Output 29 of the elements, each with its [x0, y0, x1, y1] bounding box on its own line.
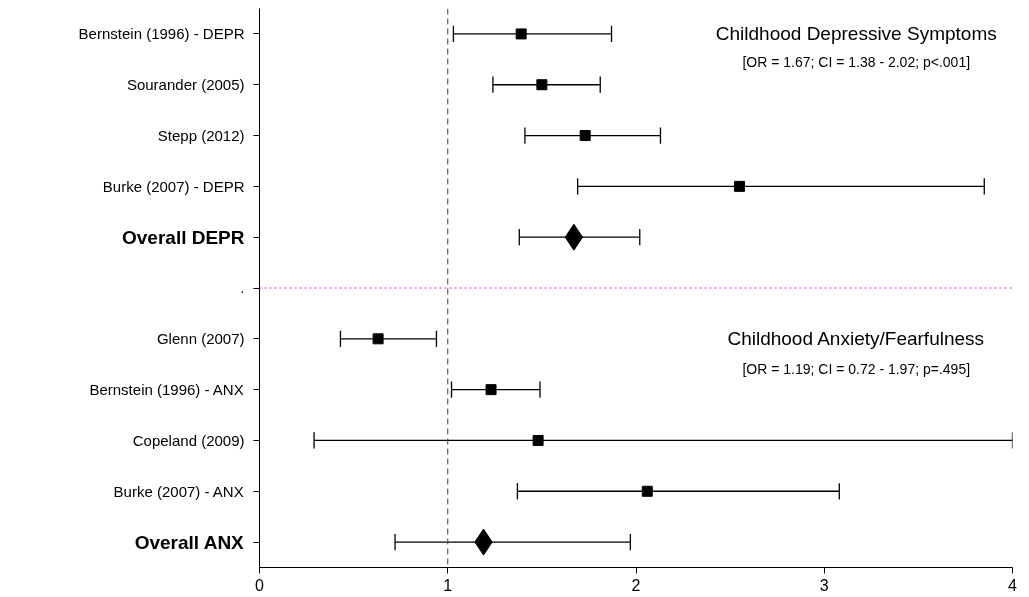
y-tick-label: Copeland (2009)	[132, 431, 245, 449]
y-tick-label: Burke (2007) - ANX	[113, 482, 244, 500]
x-tick-label: 4	[1008, 576, 1018, 594]
point	[515, 28, 527, 40]
annotation: [OR = 1.19; CI = 0.72 - 1.97; p=.495]	[742, 361, 971, 378]
y-tick-label: Sourander (2005)	[126, 76, 245, 94]
x-tick-label: 1	[443, 576, 453, 594]
annotation: Childhood Depressive Symptoms	[715, 23, 997, 45]
point	[564, 223, 584, 251]
x-tick-label: 3	[819, 576, 829, 594]
point	[734, 180, 746, 192]
x-tick-label: 2	[631, 576, 641, 594]
point	[579, 130, 591, 142]
point	[641, 485, 653, 497]
x-tick-label: 0	[255, 576, 265, 594]
y-tick-label: .	[240, 279, 245, 296]
annotation: Childhood Anxiety/Fearfulness	[727, 328, 985, 350]
annotation: [OR = 1.67; CI = 1.38 - 2.02; p<.001]	[742, 53, 971, 70]
y-tick-label: Glenn (2007)	[156, 330, 245, 348]
y-tick-label: Bernstein (1996) - ANX	[89, 381, 244, 399]
point	[532, 434, 544, 446]
y-tick-label: Stepp (2012)	[157, 127, 245, 145]
point	[372, 333, 384, 345]
y-tick-label: Overall ANX	[134, 531, 245, 553]
y-tick-label: Overall DEPR	[122, 226, 245, 248]
y-tick-label: Bernstein (1996) - DEPR	[78, 25, 245, 43]
y-tick-label: Burke (2007) - DEPR	[102, 177, 245, 195]
point	[536, 79, 548, 91]
point	[485, 384, 497, 396]
